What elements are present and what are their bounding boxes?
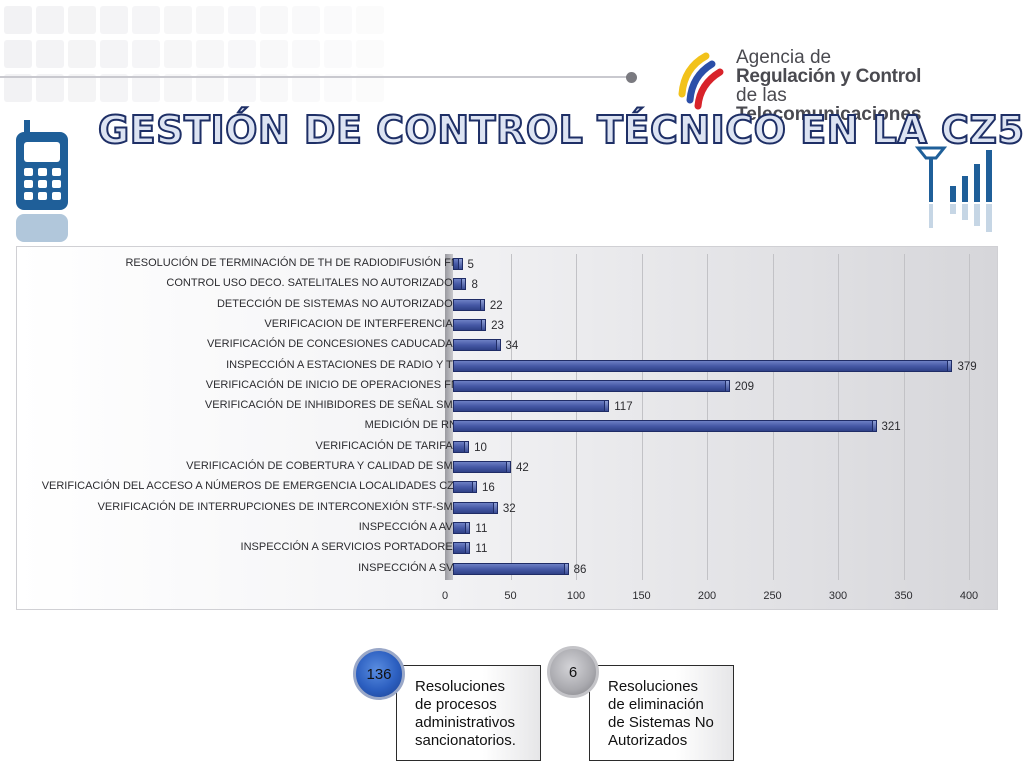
bar <box>453 318 484 331</box>
category-label: INSPECCIÓN A AVS <box>358 520 460 533</box>
bar-end-cap <box>465 521 471 534</box>
background-grid-pattern <box>0 0 384 110</box>
bar-end-cap <box>465 542 471 555</box>
bar <box>453 481 474 494</box>
category-label: VERIFICACIÓN DE COBERTURA Y CALIDAD DE S… <box>186 460 460 472</box>
category-label: VERIFICACIÓN DE CONCESIONES CADUCADAS <box>206 338 460 351</box>
plot-side-wall <box>445 254 453 580</box>
card-text: Resoluciones de procesos administrativos… <box>415 678 516 749</box>
logo-line-3: de las Telecomunicaciones <box>736 85 922 125</box>
category-label: CONTROL USO DECO. SATELITALES NO AUTORIZ… <box>166 277 460 290</box>
x-tick-label: 150 <box>632 590 651 602</box>
gridline <box>510 254 512 580</box>
agency-logo: Agencia de Regulación y Control de las T… <box>676 46 976 124</box>
x-tick-label: 200 <box>697 590 717 602</box>
antenna-signal-icon <box>914 146 992 232</box>
data-label: 34 <box>505 340 519 353</box>
data-label: 11 <box>475 522 488 535</box>
category-label: INSPECCIÓN A ESTACIONES DE RADIO Y TV <box>226 358 460 371</box>
category-label: VERIFICACIÓN DE INTERRUPCIONES DE INTERC… <box>97 500 460 513</box>
x-tick-label: 300 <box>828 590 848 602</box>
bar-end-cap <box>871 420 877 433</box>
logo-line-2: Regulación y Control <box>736 66 922 87</box>
header-divider-line <box>0 76 632 78</box>
bar-end-cap <box>461 278 467 291</box>
x-tick-label: 50 <box>504 590 517 602</box>
bar-end-cap <box>724 379 730 392</box>
data-label: 5 <box>467 259 474 271</box>
mobile-phone-icon <box>16 120 68 242</box>
gridline <box>772 254 774 580</box>
bar <box>453 562 566 575</box>
bar-end-cap <box>479 298 485 311</box>
gridline <box>838 254 839 580</box>
category-label: INSPECCIÓN A SERVICIOS PORTADORES <box>240 541 460 554</box>
bar-end-cap <box>506 461 512 473</box>
bar <box>453 501 495 514</box>
category-label: MEDICIÓN DE RNI <box>364 419 460 432</box>
x-tick-label: 250 <box>763 590 782 602</box>
gridline <box>576 254 577 580</box>
bar-end-cap <box>604 400 610 413</box>
bar-end-cap <box>481 318 487 331</box>
category-label: INSPECCIÓN A SVA <box>358 561 460 574</box>
card-removal-resolutions: Resoluciones de eliminación de Sistemas … <box>589 665 734 761</box>
x-tick-label: 100 <box>566 590 586 602</box>
bar-end-cap <box>563 562 569 575</box>
bar-end-cap <box>457 258 463 270</box>
x-tick-label: 350 <box>894 590 913 602</box>
data-label: 32 <box>502 502 516 515</box>
x-tick-label: 400 <box>959 590 979 602</box>
bar <box>453 359 950 372</box>
bar <box>453 400 607 413</box>
bar-end-cap <box>495 339 501 352</box>
category-label: VERIFICACIÓN DEL ACCESO A NÚMEROS DE EME… <box>41 480 460 493</box>
bar-end-cap <box>471 481 477 494</box>
bar <box>453 420 874 433</box>
data-label: 22 <box>489 299 503 312</box>
agency-logo-emblem-icon <box>678 52 724 110</box>
bar <box>453 298 482 311</box>
data-label: 10 <box>474 441 487 454</box>
category-label: DETECCIÓN DE SISTEMAS NO AUTORIZADOS <box>216 297 460 310</box>
count-badge: 6 <box>547 646 599 698</box>
bar <box>453 339 498 352</box>
data-label: 379 <box>957 360 977 373</box>
gridline <box>641 254 643 580</box>
data-label: 209 <box>734 380 754 393</box>
count-badge: 136 <box>353 648 405 700</box>
category-label: VERIFICACIÓN DE TARIFAS <box>315 439 460 452</box>
card-sanction-resolutions: Resoluciones de procesos administrativos… <box>396 665 541 761</box>
data-label: 8 <box>471 279 478 292</box>
data-label: 11 <box>475 543 488 556</box>
header-divider-dot <box>626 72 637 83</box>
gridline <box>969 254 970 580</box>
bar-end-cap <box>464 440 470 453</box>
logo-line-1: Agencia de <box>736 47 832 68</box>
category-label: RESOLUCIÓN DE TERMINACIÓN DE TH DE RADIO… <box>125 257 460 269</box>
bar-end-cap <box>492 501 498 514</box>
data-label: 42 <box>516 462 529 474</box>
bar-end-cap <box>947 359 953 372</box>
data-label: 16 <box>481 482 495 495</box>
bar <box>453 379 727 392</box>
page-title: GESTIÓN DE CONTROL TÉCNICO EN LA CZ5 <box>97 107 1024 153</box>
x-tick-label: 0 <box>441 590 449 602</box>
gridline <box>707 254 708 580</box>
bar <box>453 461 509 473</box>
data-label: 321 <box>881 421 901 434</box>
category-label: VERIFICACIÓN DE INICIO DE OPERACIONES FM <box>205 378 460 391</box>
data-label: 23 <box>491 319 504 332</box>
card-text: Resoluciones de eliminación de Sistemas … <box>608 678 714 749</box>
category-label: VERIFICACION DE INTERFERENCIAS <box>264 317 460 330</box>
gridline <box>903 254 905 580</box>
data-label: 86 <box>573 563 587 576</box>
category-label: VERIFICACIÓN DE INHIBIDORES DE SEÑAL SMA <box>204 399 460 412</box>
data-label: 117 <box>614 401 633 414</box>
